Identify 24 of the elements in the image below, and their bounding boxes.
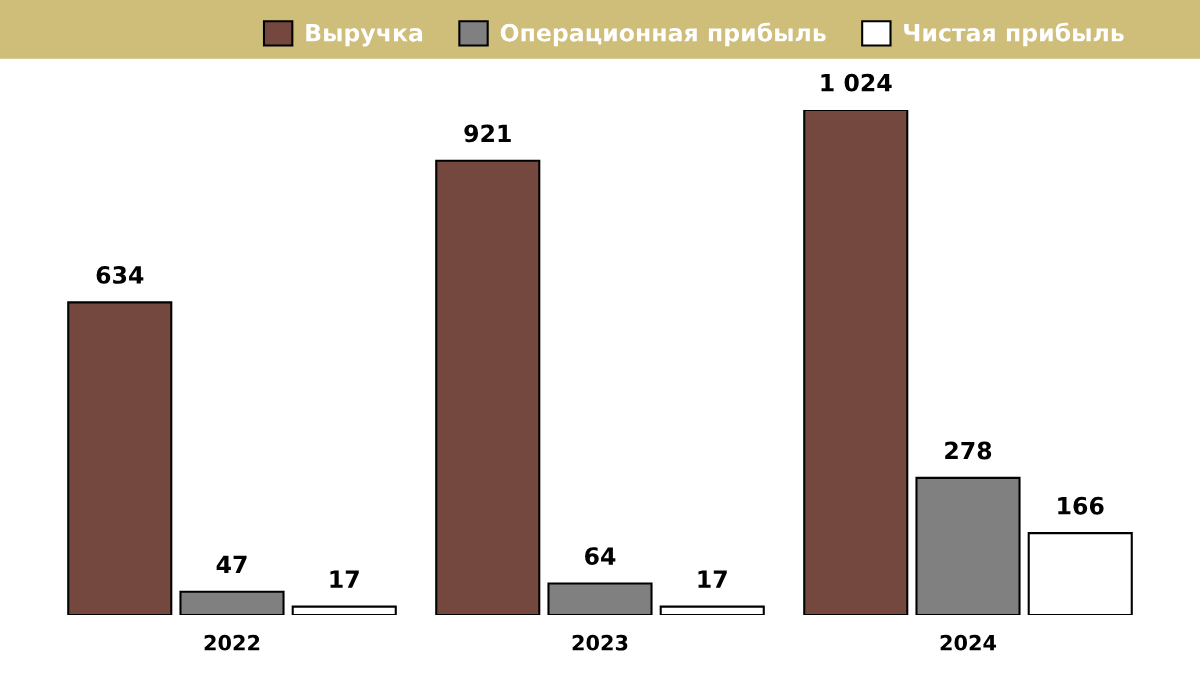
x-tick-label: 2024: [940, 634, 997, 651]
data-label: 634: [96, 266, 144, 284]
legend-label: Чистая прибыль: [904, 22, 1124, 47]
legend-label: Операционная прибыль: [500, 22, 826, 47]
bar: [547, 582, 653, 615]
bar: [435, 159, 541, 615]
bar: [291, 605, 397, 615]
legend-label: Выручка: [306, 24, 423, 47]
x-tick-label: 2022: [204, 634, 260, 651]
data-label: 166: [1058, 496, 1104, 515]
bar: [915, 476, 1021, 615]
bar: [1027, 532, 1133, 615]
bar: [179, 590, 285, 615]
bar: [67, 301, 173, 615]
x-tick-label: 2023: [572, 634, 628, 651]
data-label: 17: [698, 570, 727, 588]
data-label: 64: [585, 547, 616, 565]
bar: [659, 605, 765, 615]
data-label: 47: [216, 555, 247, 574]
data-label: 1 024: [821, 73, 892, 92]
bar: [803, 110, 909, 615]
data-label: 921: [464, 124, 511, 143]
data-label: 17: [330, 570, 359, 588]
data-label: 278: [945, 441, 992, 460]
